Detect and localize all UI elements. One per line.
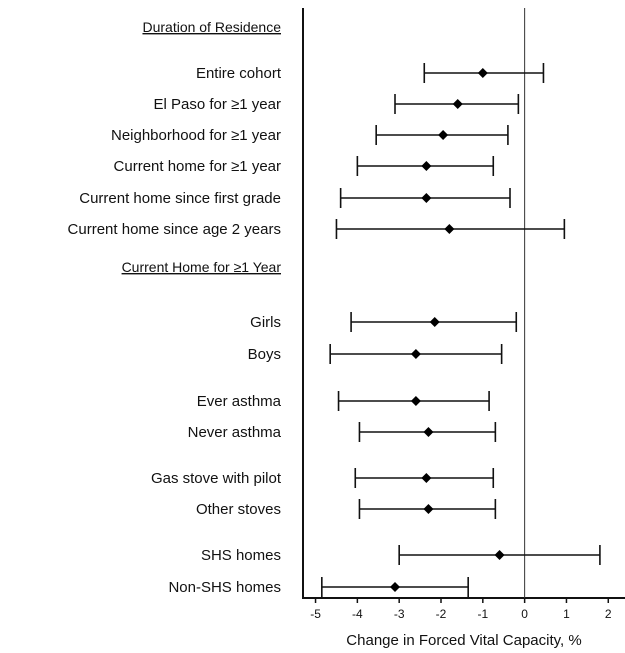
x-tick-label: -5 (310, 607, 321, 621)
point-estimate-diamond (423, 504, 434, 514)
row-label: Neighborhood for ≥1 year (111, 127, 281, 144)
row-label: SHS homes (201, 547, 281, 564)
section-heading: Current Home for ≥1 Year (122, 259, 282, 275)
x-tick-label: 1 (563, 607, 570, 621)
point-estimate-diamond (444, 224, 455, 234)
point-estimate-diamond (494, 550, 505, 560)
row-label: Current home since age 2 years (68, 221, 281, 238)
point-estimate-diamond (438, 130, 449, 140)
row-label: Entire cohort (196, 65, 282, 82)
point-estimate-diamond (423, 427, 434, 437)
point-estimate-diamond (390, 582, 400, 592)
row-label: Other stoves (196, 501, 281, 518)
row-label: Ever asthma (197, 393, 282, 410)
x-tick-label: 0 (521, 607, 528, 621)
point-estimate-diamond (421, 473, 432, 483)
x-tick-label: -1 (477, 607, 488, 621)
point-estimate-diamond (452, 99, 463, 109)
x-tick-label: -2 (436, 607, 447, 621)
row-label: Never asthma (188, 424, 282, 441)
x-tick-label: -4 (352, 607, 363, 621)
point-estimate-diamond (410, 349, 421, 359)
point-estimate-diamond (429, 317, 440, 327)
row-label: Current home since first grade (79, 190, 281, 207)
x-tick-label: -3 (394, 607, 405, 621)
row-label: Non-SHS homes (168, 579, 281, 596)
point-estimate-diamond (421, 193, 432, 203)
row-label: El Paso for ≥1 year (154, 96, 281, 113)
row-label: Girls (250, 314, 281, 331)
x-axis-title: Change in Forced Vital Capacity, % (346, 632, 581, 649)
row-label: Current home for ≥1 year (114, 158, 281, 175)
point-estimate-diamond (421, 161, 432, 171)
row-label: Boys (248, 346, 281, 363)
point-estimate-diamond (410, 396, 421, 406)
point-estimate-diamond (477, 68, 488, 78)
section-heading: Duration of Residence (142, 19, 281, 35)
x-tick-label: 2 (605, 607, 612, 621)
row-label: Gas stove with pilot (151, 470, 282, 487)
